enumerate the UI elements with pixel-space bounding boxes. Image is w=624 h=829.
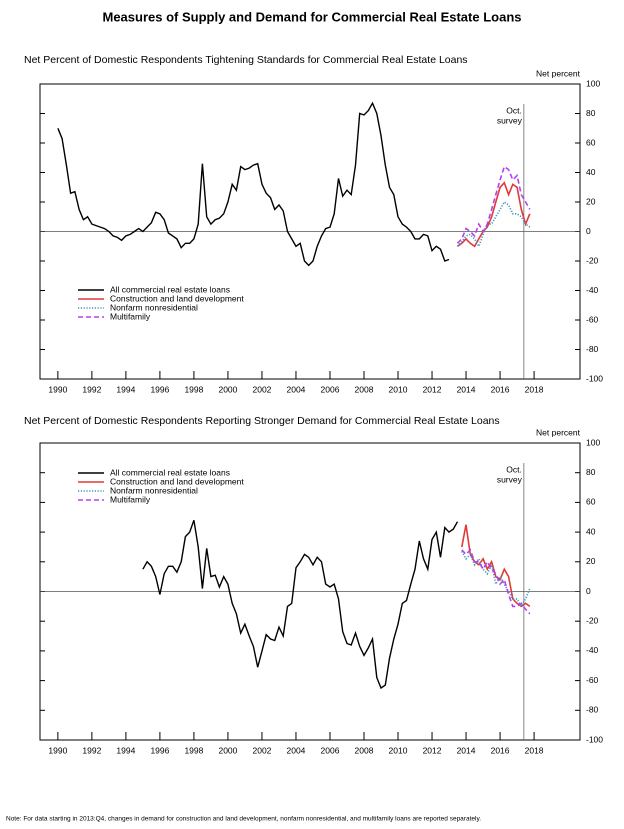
x-tick-label: 2016: [491, 745, 510, 755]
annotation: Oct.: [506, 464, 522, 474]
x-tick-label: 1994: [116, 745, 135, 755]
series-line: [461, 524, 531, 608]
series-line: [461, 548, 531, 615]
x-tick-label: 2012: [423, 745, 442, 755]
page-title: Measures of Supply and Demand for Commer…: [102, 9, 521, 24]
x-tick-label: 2014: [457, 384, 476, 394]
y-tick-label: 0: [586, 226, 591, 236]
x-tick-label: 1990: [48, 745, 67, 755]
legend-label: Construction and land development: [110, 476, 244, 486]
y-tick-label: 60: [586, 137, 596, 147]
x-tick-label: 2008: [355, 384, 374, 394]
y-tick-label: -20: [586, 255, 599, 265]
x-tick-label: 2002: [252, 745, 271, 755]
y-axis-label: Net percent: [536, 68, 581, 78]
x-tick-label: 1998: [184, 745, 203, 755]
y-tick-label: -40: [586, 285, 599, 295]
x-tick-label: 1994: [116, 384, 135, 394]
series-line: [456, 165, 531, 244]
x-tick-label: 2006: [321, 745, 340, 755]
y-tick-label: 40: [586, 167, 596, 177]
x-tick-label: 1998: [184, 384, 203, 394]
chart-subtitle: Net Percent of Domestic Respondents Tigh…: [24, 54, 468, 66]
x-tick-label: 2000: [218, 384, 237, 394]
legend-label: Nonfarm nonresidential: [110, 302, 198, 312]
x-tick-label: 2016: [491, 384, 510, 394]
note: Note: For data starting in 2013:Q4, chan…: [6, 816, 481, 823]
y-tick-label: -80: [586, 344, 599, 354]
series-line: [461, 551, 531, 609]
legend-label: All commercial real estate loans: [110, 467, 230, 477]
annotation: survey: [497, 115, 523, 125]
y-tick-label: -60: [586, 675, 599, 685]
y-tick-label: -60: [586, 314, 599, 324]
x-tick-label: 2000: [218, 745, 237, 755]
annotation: survey: [497, 474, 523, 484]
y-tick-label: 40: [586, 526, 596, 536]
x-tick-label: 2004: [287, 745, 306, 755]
y-tick-label: 100: [586, 437, 600, 447]
x-tick-label: 2010: [389, 384, 408, 394]
x-tick-label: 2018: [525, 384, 544, 394]
legend-label: Multifamily: [110, 311, 151, 321]
x-tick-label: 1990: [48, 384, 67, 394]
y-tick-label: -40: [586, 645, 599, 655]
x-tick-label: 2008: [355, 745, 374, 755]
x-tick-label: 1996: [150, 745, 169, 755]
annotation: Oct.: [506, 105, 522, 115]
x-tick-label: 2002: [252, 384, 271, 394]
y-tick-label: 0: [586, 586, 591, 596]
x-tick-label: 1996: [150, 384, 169, 394]
x-tick-label: 2010: [389, 745, 408, 755]
y-tick-label: 20: [586, 196, 596, 206]
y-tick-label: -80: [586, 705, 599, 715]
y-tick-label: -100: [586, 734, 603, 744]
legend-label: Nonfarm nonresidential: [110, 485, 198, 495]
y-tick-label: 20: [586, 556, 596, 566]
series-line: [457, 181, 531, 248]
y-tick-label: 100: [586, 78, 600, 88]
x-tick-label: 2006: [321, 384, 340, 394]
y-tick-label: -100: [586, 373, 603, 383]
y-axis-label: Net percent: [536, 427, 581, 437]
y-tick-label: 80: [586, 467, 596, 477]
series-line: [57, 101, 450, 267]
chart-subtitle: Net Percent of Domestic Respondents Repo…: [24, 415, 500, 427]
legend-label: All commercial real estate loans: [110, 284, 230, 294]
y-tick-label: -20: [586, 615, 599, 625]
x-tick-label: 1992: [82, 745, 101, 755]
x-tick-label: 1992: [82, 384, 101, 394]
x-tick-label: 2004: [287, 384, 306, 394]
x-tick-label: 2018: [525, 745, 544, 755]
x-tick-label: 2012: [423, 384, 442, 394]
series-line: [142, 519, 459, 690]
legend-label: Multifamily: [110, 494, 151, 504]
y-tick-label: 80: [586, 108, 596, 118]
legend-label: Construction and land development: [110, 293, 244, 303]
y-tick-label: 60: [586, 497, 596, 507]
x-tick-label: 2014: [457, 745, 476, 755]
series-line: [456, 200, 531, 249]
